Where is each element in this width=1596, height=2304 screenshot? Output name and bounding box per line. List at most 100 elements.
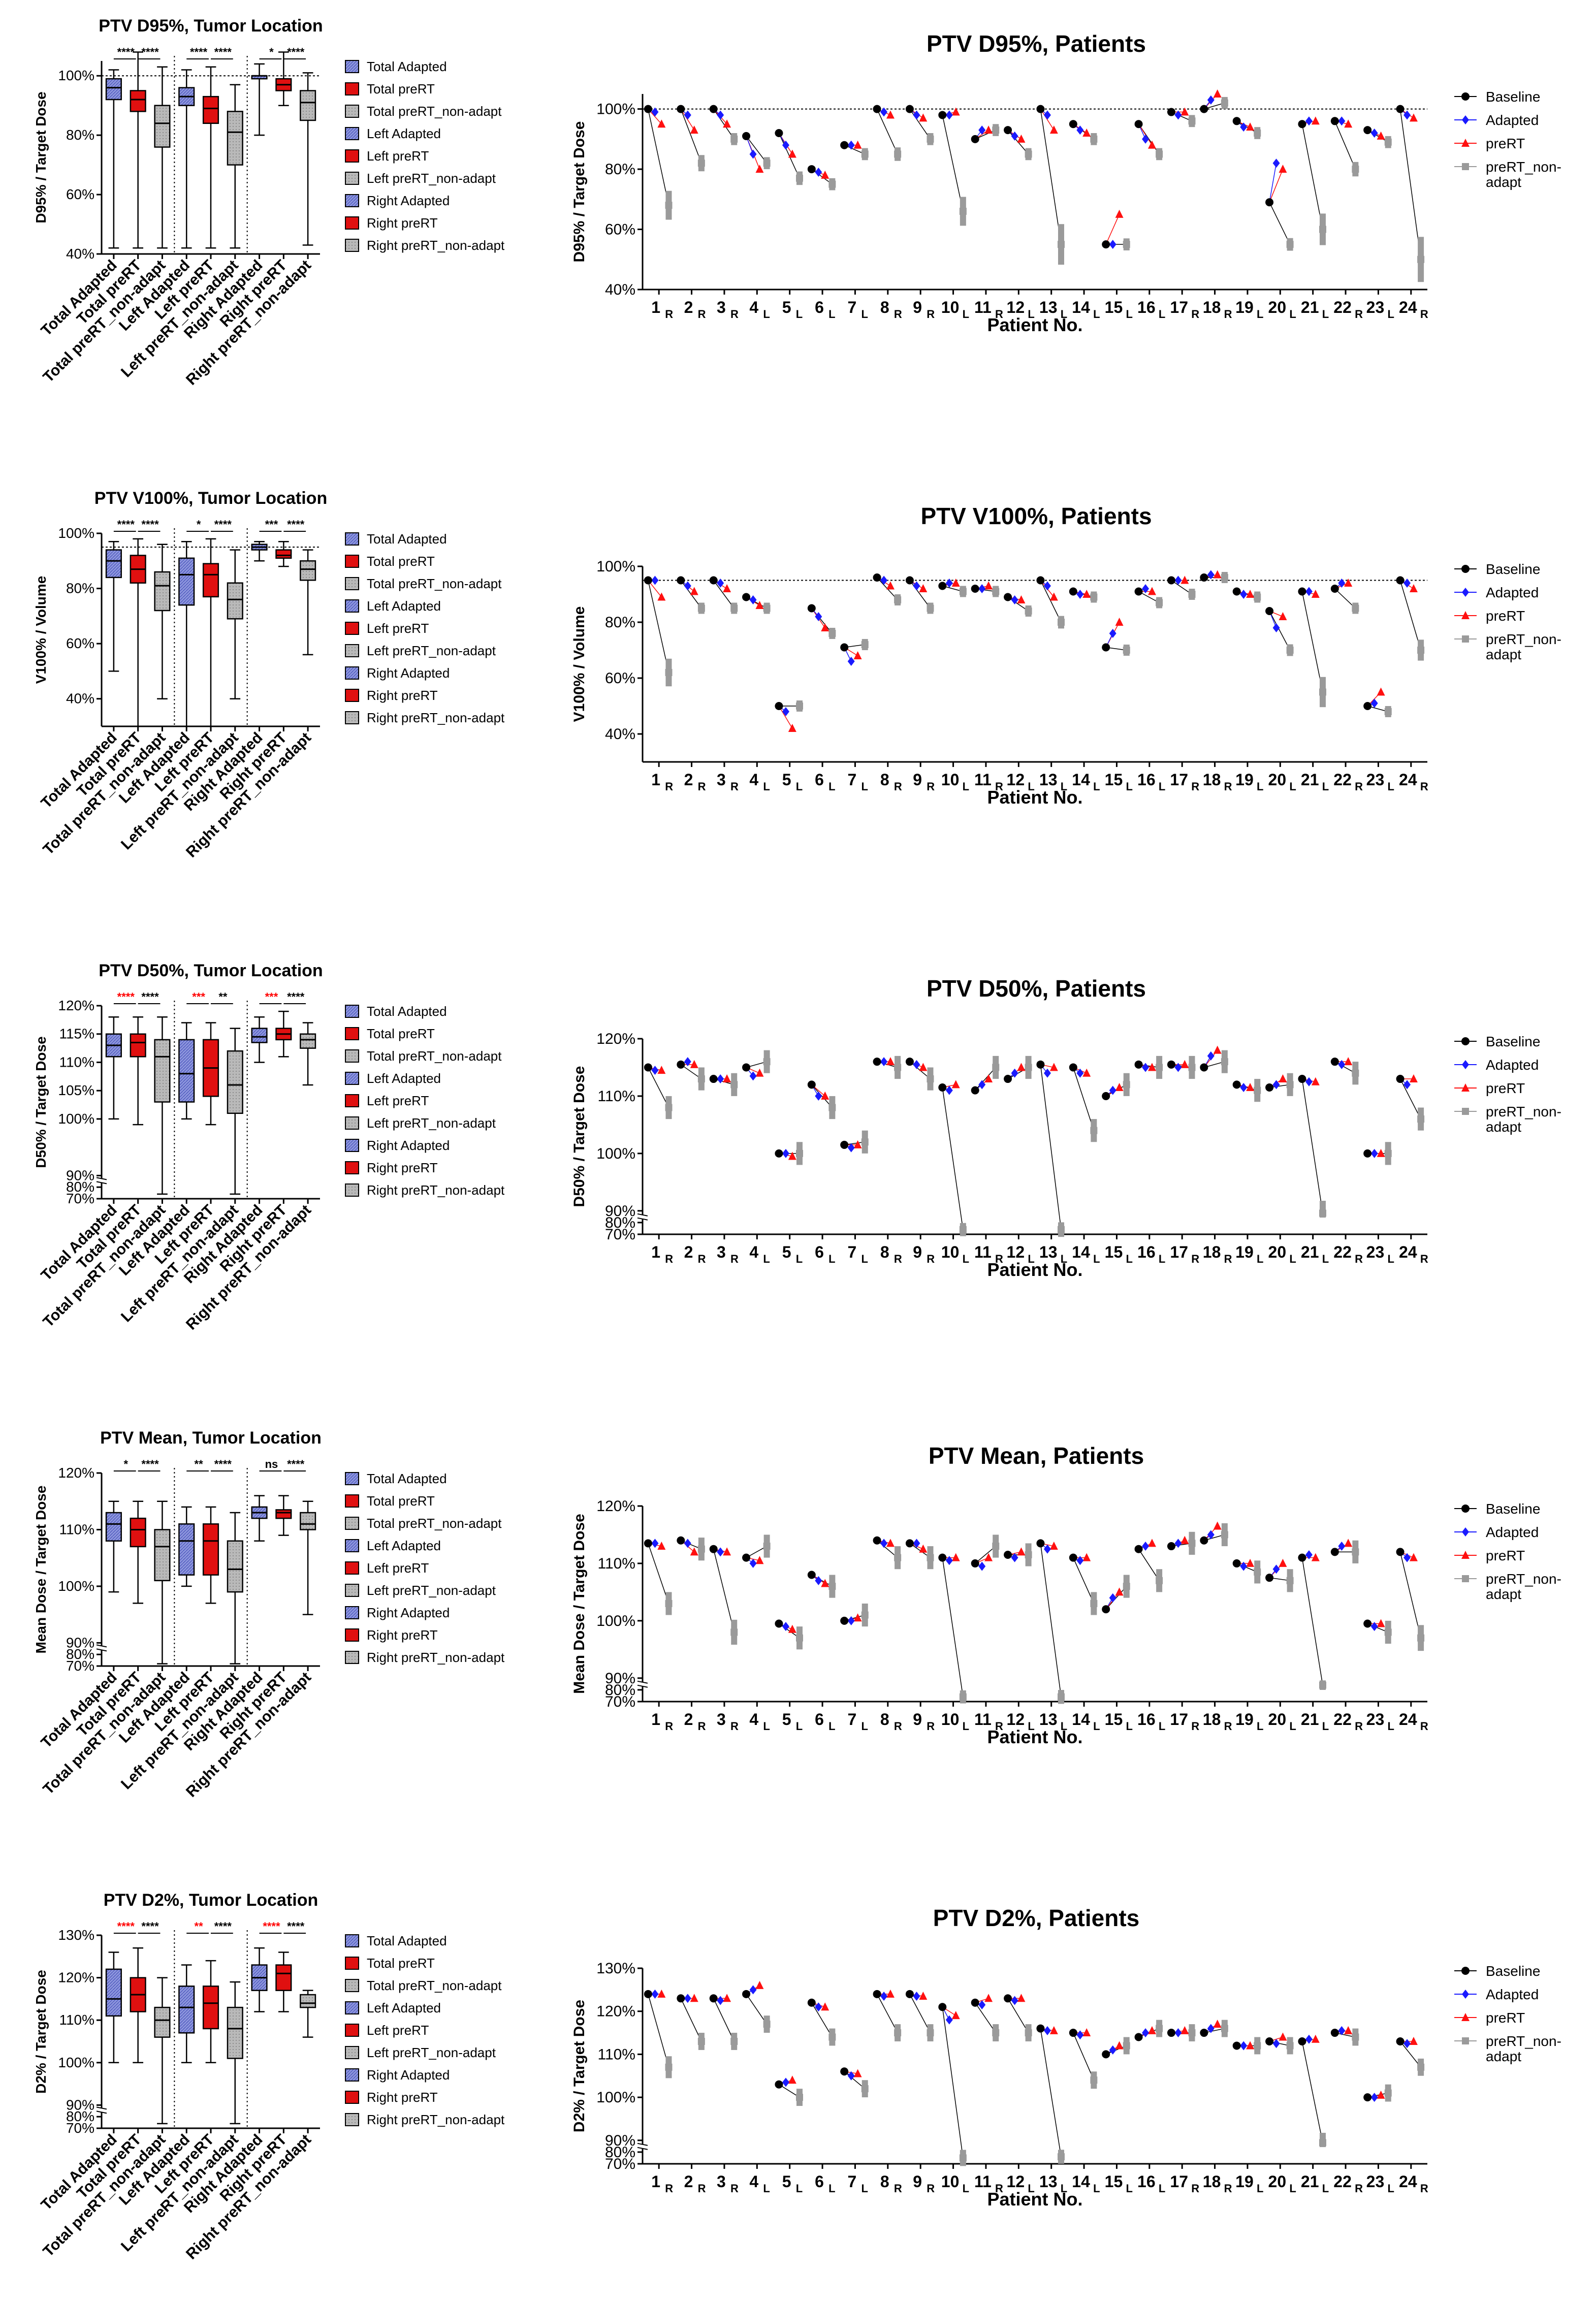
- legend-swatch: [345, 555, 359, 568]
- patient-side-subscript: R: [1191, 308, 1199, 321]
- point-adapted: [1305, 1077, 1313, 1086]
- point-adapted: [1109, 1593, 1116, 1603]
- patient-side-subscript: R: [894, 2182, 902, 2195]
- point-adapted: [1076, 1068, 1084, 1078]
- point-prert: [1377, 1619, 1385, 1627]
- point-prert-non-adapt: [1254, 1568, 1261, 1576]
- point-adapted: [847, 657, 855, 666]
- point-adapted: [717, 1074, 724, 1084]
- point-baseline: [644, 1990, 652, 1998]
- significance-label: ns: [265, 1458, 278, 1470]
- point-prert-non-adapt: [1090, 1127, 1098, 1134]
- legend-swatch: [345, 2113, 359, 2126]
- point-baseline: [938, 582, 947, 590]
- legend-swatch: [345, 1934, 359, 1947]
- point-baseline: [1363, 126, 1372, 135]
- box-chart-title: PTV D2%, Tumor Location: [104, 1891, 318, 1910]
- patient-side-subscript: L: [1061, 780, 1067, 793]
- axis-break-mark: [96, 1177, 107, 1180]
- box-right-prert: [275, 1964, 292, 1991]
- point-prert-non-adapt: [1417, 255, 1425, 263]
- legend-label: Total Adapted: [367, 1471, 447, 1486]
- patient-side-subscript: L: [1257, 1720, 1263, 1733]
- significance-label: ***: [265, 990, 278, 1003]
- point-prert: [984, 1553, 993, 1561]
- legend-label: preRT_non-: [1486, 1571, 1561, 1587]
- patient-tick-label: 7: [848, 298, 857, 316]
- point-baseline: [677, 105, 685, 113]
- point-adapted: [1174, 1063, 1182, 1072]
- patient-side-subscript: L: [763, 1253, 770, 1265]
- point-prert: [1082, 129, 1091, 137]
- point-adapted: [717, 1547, 724, 1557]
- point-prert: [690, 125, 698, 134]
- point-prert-non-adapt: [1188, 1064, 1196, 1071]
- point-prert: [984, 125, 993, 134]
- significance-label: ****: [287, 1920, 305, 1933]
- patient-side-subscript: L: [1028, 2182, 1034, 2195]
- patient-side-subscript: L: [1028, 1720, 1034, 1733]
- point-prert: [723, 1074, 731, 1083]
- point-baseline: [709, 1075, 718, 1083]
- point-prert-non-adapt: [1025, 1064, 1032, 1071]
- patient-tick-label: 4: [749, 1710, 758, 1729]
- y-tick-label: 70%: [66, 1658, 94, 1674]
- point-baseline: [709, 576, 718, 585]
- legend-swatch: [345, 1472, 359, 1485]
- legend-swatch: [345, 1539, 359, 1552]
- legend-label: Left Adapted: [367, 2000, 441, 2015]
- point-baseline: [905, 1990, 914, 1998]
- patient-tick-label: 14: [1072, 1243, 1090, 1261]
- legend-label: Baseline: [1486, 1034, 1540, 1049]
- point-baseline: [971, 585, 979, 593]
- patient-side-subscript: R: [730, 1253, 739, 1265]
- legend-label: Baseline: [1486, 561, 1540, 577]
- patient-connector: [1301, 1078, 1323, 1213]
- point-prert: [1461, 1551, 1470, 1559]
- significance-label: *: [269, 46, 274, 58]
- point-prert-non-adapt: [730, 1081, 738, 1089]
- legend-label: Total Adapted: [367, 1004, 447, 1019]
- legend-label: preRT_non-: [1486, 159, 1561, 175]
- patient-tick-label: 14: [1072, 1710, 1090, 1729]
- point-prert-non-adapt: [1319, 1681, 1326, 1689]
- patient-tick-label: 24: [1399, 1243, 1417, 1261]
- point-prert-non-adapt: [927, 135, 934, 143]
- patient-side-subscript: L: [828, 1720, 835, 1733]
- patient-tick-label: 7: [848, 2172, 857, 2191]
- patient-side-subscript: L: [1289, 780, 1296, 793]
- legend-swatch: [345, 1494, 359, 1508]
- patient-connector: [942, 2007, 964, 2158]
- legend-swatch: [345, 82, 359, 95]
- patient-side-subscript: R: [698, 2182, 706, 2195]
- point-prert-non-adapt: [796, 1149, 803, 1157]
- y-tick-label: 60%: [605, 221, 635, 238]
- point-prert-non-adapt: [1319, 688, 1326, 696]
- patient-y-axis-label: D2% / Target Dose: [571, 2000, 588, 2132]
- point-prert: [1311, 1077, 1320, 1085]
- patient-tick-label: 12: [1007, 771, 1025, 789]
- patient-tick-label: 21: [1301, 298, 1319, 316]
- point-prert-non-adapt: [959, 1693, 967, 1701]
- point-prert: [951, 579, 960, 587]
- box-chart-0: PTV D95%, Tumor Location D95% / Target Do…: [33, 16, 505, 389]
- point-baseline: [905, 576, 914, 585]
- legend-label: Left preRT_non-adapt: [367, 643, 496, 658]
- y-tick-label: 70%: [66, 1191, 94, 1206]
- legend-swatch: [345, 1584, 359, 1597]
- legend-label: Right preRT: [367, 2090, 438, 2105]
- point-prert-non-adapt: [1384, 138, 1392, 146]
- point-baseline: [840, 1140, 849, 1149]
- point-baseline: [1102, 1605, 1110, 1614]
- patient-chart-title: PTV V100%, Patients: [920, 503, 1152, 529]
- point-adapted: [1076, 2030, 1084, 2040]
- patient-tick-label: 17: [1170, 298, 1188, 316]
- y-tick-label: 110%: [597, 1088, 635, 1105]
- box-left-prert-non-adapt: [227, 111, 243, 166]
- patient-tick-label: 9: [913, 298, 922, 316]
- point-adapted: [847, 140, 855, 150]
- point-baseline: [971, 1559, 979, 1567]
- point-adapted: [945, 1085, 953, 1095]
- y-tick-label: 110%: [597, 2046, 635, 2063]
